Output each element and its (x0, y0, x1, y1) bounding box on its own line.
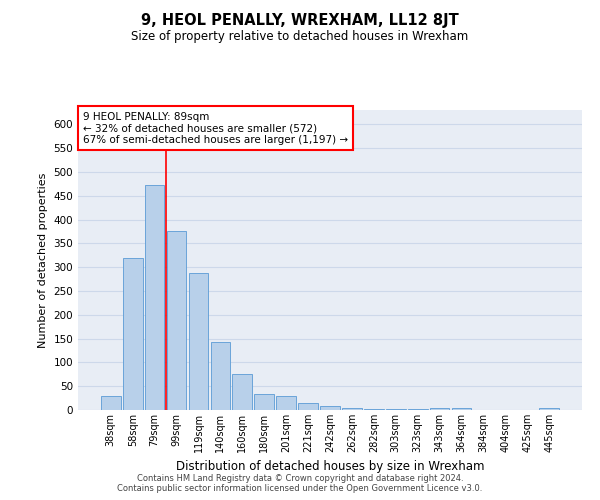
Bar (452, 408, 472, 410)
Bar (254, 394, 274, 410)
Bar (298, 403, 318, 410)
Text: Size of property relative to detached houses in Wrexham: Size of property relative to detached ho… (131, 30, 469, 43)
Bar (232, 374, 252, 410)
Text: 9, HEOL PENALLY, WREXHAM, LL12 8JT: 9, HEOL PENALLY, WREXHAM, LL12 8JT (141, 12, 459, 28)
Bar (101, 396, 121, 410)
Bar (276, 396, 296, 410)
Bar (320, 406, 340, 410)
Bar (188, 273, 208, 410)
Y-axis label: Number of detached properties: Number of detached properties (38, 172, 48, 348)
Bar (408, 409, 428, 410)
Bar (539, 408, 559, 410)
Bar (386, 408, 406, 410)
Bar (430, 408, 449, 410)
Bar (211, 342, 230, 410)
Bar (167, 232, 187, 410)
Bar (145, 185, 164, 410)
Bar (342, 408, 362, 410)
X-axis label: Distribution of detached houses by size in Wrexham: Distribution of detached houses by size … (176, 460, 484, 473)
Text: Contains HM Land Registry data © Crown copyright and database right 2024.: Contains HM Land Registry data © Crown c… (137, 474, 463, 483)
Bar (123, 258, 143, 410)
Text: Contains public sector information licensed under the Open Government Licence v3: Contains public sector information licen… (118, 484, 482, 493)
Bar (364, 408, 384, 410)
Text: 9 HEOL PENALLY: 89sqm
← 32% of detached houses are smaller (572)
67% of semi-det: 9 HEOL PENALLY: 89sqm ← 32% of detached … (83, 112, 348, 144)
